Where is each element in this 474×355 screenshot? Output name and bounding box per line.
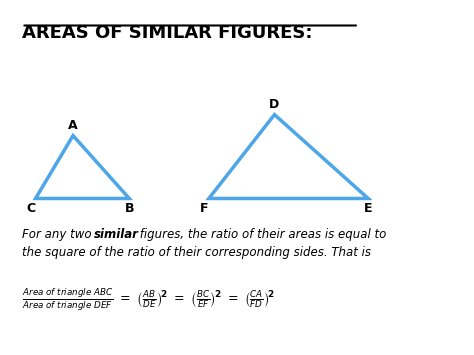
Text: the square of the ratio of their corresponding sides. That is: the square of the ratio of their corresp… — [21, 246, 371, 259]
Text: F: F — [200, 202, 209, 215]
Text: A: A — [68, 119, 78, 132]
Text: C: C — [27, 202, 36, 215]
Text: AREAS OF SIMILAR FIGURES:: AREAS OF SIMILAR FIGURES: — [21, 24, 312, 42]
Text: D: D — [269, 98, 280, 111]
Text: $\frac{\mathit{Area\ of\ triangle\ ABC}}{\mathit{Area\ of\ triangle\ DEF}}$$\ =\: $\frac{\mathit{Area\ of\ triangle\ ABC}}… — [21, 286, 274, 312]
Text: figures, the ratio of their areas is equal to: figures, the ratio of their areas is equ… — [137, 228, 387, 241]
Text: E: E — [364, 202, 373, 215]
Text: similar: similar — [94, 228, 139, 241]
Text: B: B — [125, 202, 134, 215]
Text: For any two: For any two — [21, 228, 95, 241]
